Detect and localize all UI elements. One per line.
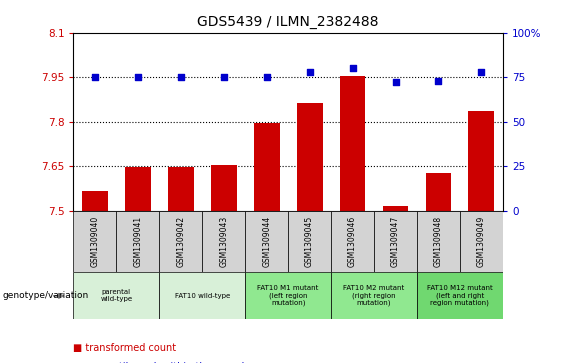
Bar — [374, 211, 417, 272]
Bar — [125, 167, 151, 211]
Text: parental
wild-type: parental wild-type — [101, 289, 132, 302]
Text: GSM1309048: GSM1309048 — [434, 216, 443, 267]
Point — [348, 65, 357, 71]
Bar — [202, 211, 245, 272]
Text: GSM1309046: GSM1309046 — [348, 216, 357, 267]
Text: FAT10 M1 mutant
(left region
mutation): FAT10 M1 mutant (left region mutation) — [258, 285, 319, 306]
Bar — [468, 111, 494, 211]
Point — [176, 74, 185, 80]
Bar — [460, 211, 503, 272]
Bar — [288, 211, 331, 272]
Text: GSM1309041: GSM1309041 — [133, 216, 142, 267]
Text: ■ percentile rank within the sample: ■ percentile rank within the sample — [73, 362, 251, 363]
Text: GSM1309045: GSM1309045 — [305, 216, 314, 267]
Point — [477, 69, 486, 75]
Bar — [331, 211, 374, 272]
Bar — [340, 76, 366, 211]
Bar — [73, 211, 116, 272]
Text: GSM1309040: GSM1309040 — [90, 216, 99, 267]
Point — [262, 74, 271, 80]
Text: GSM1309042: GSM1309042 — [176, 216, 185, 267]
Bar — [168, 167, 194, 211]
Text: GSM1309043: GSM1309043 — [219, 216, 228, 267]
Text: GSM1309049: GSM1309049 — [477, 216, 486, 267]
Text: FAT10 M12 mutant
(left and right
region mutation): FAT10 M12 mutant (left and right region … — [427, 285, 493, 306]
Bar — [425, 174, 451, 211]
Bar — [211, 164, 237, 211]
Bar — [383, 206, 408, 211]
Bar — [254, 123, 280, 211]
Bar — [82, 191, 108, 211]
Bar — [159, 272, 245, 319]
Bar — [245, 272, 331, 319]
Text: FAT10 M2 mutant
(right region
mutation): FAT10 M2 mutant (right region mutation) — [344, 285, 405, 306]
Text: GSM1309047: GSM1309047 — [391, 216, 400, 267]
Point — [90, 74, 99, 80]
Title: GDS5439 / ILMN_2382488: GDS5439 / ILMN_2382488 — [197, 15, 379, 29]
Bar — [116, 211, 159, 272]
Bar — [245, 211, 288, 272]
Point — [219, 74, 228, 80]
Point — [133, 74, 142, 80]
Point — [434, 78, 443, 83]
Text: FAT10 wild-type: FAT10 wild-type — [175, 293, 230, 299]
Bar — [159, 211, 202, 272]
Bar — [417, 272, 503, 319]
Bar — [417, 211, 460, 272]
Text: ■ transformed count: ■ transformed count — [73, 343, 177, 354]
Point — [305, 69, 314, 75]
Text: GSM1309044: GSM1309044 — [262, 216, 271, 267]
Bar — [73, 272, 159, 319]
Point — [391, 79, 400, 85]
Text: genotype/variation: genotype/variation — [3, 291, 89, 300]
Bar — [297, 103, 323, 211]
Bar — [331, 272, 417, 319]
